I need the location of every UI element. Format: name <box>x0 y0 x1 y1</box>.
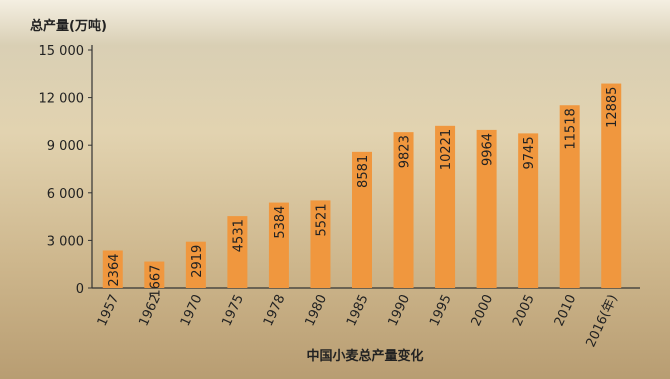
bar <box>601 83 622 288</box>
bar <box>102 250 123 288</box>
value-label: 2364 <box>107 253 122 286</box>
value-label: 10221 <box>439 129 454 170</box>
value-label: 5521 <box>314 203 329 236</box>
y-tick-label: 0 <box>76 282 84 297</box>
value-label: 1667 <box>148 265 163 298</box>
bar <box>268 202 289 288</box>
chart-title: 中国小麦总产量变化 <box>306 348 423 364</box>
bar <box>476 129 497 288</box>
bar <box>227 216 248 288</box>
value-label: 9964 <box>481 133 496 166</box>
bar <box>185 241 206 288</box>
value-label: 2919 <box>190 245 205 278</box>
bar <box>518 133 539 288</box>
value-label: 9823 <box>398 135 413 168</box>
value-label: 5384 <box>273 206 288 239</box>
y-tick-label: 12 000 <box>39 92 85 107</box>
y-tick-label: 15 000 <box>39 44 85 59</box>
value-label: 8581 <box>356 155 371 188</box>
value-label: 11518 <box>564 108 579 149</box>
bar <box>144 261 165 288</box>
bar <box>352 151 372 288</box>
bar <box>559 105 580 288</box>
value-label: 4531 <box>231 219 246 252</box>
y-tick-label: 6 000 <box>47 187 84 202</box>
value-label: 9745 <box>522 136 537 169</box>
bar <box>393 132 414 288</box>
bar <box>310 200 331 288</box>
y-tick-label: 3 000 <box>47 234 84 249</box>
y-tick-label: 9 000 <box>47 139 84 154</box>
y-axis-label: 总产量(万吨) <box>30 18 107 34</box>
value-label: 12885 <box>605 87 620 128</box>
bar <box>435 125 456 288</box>
